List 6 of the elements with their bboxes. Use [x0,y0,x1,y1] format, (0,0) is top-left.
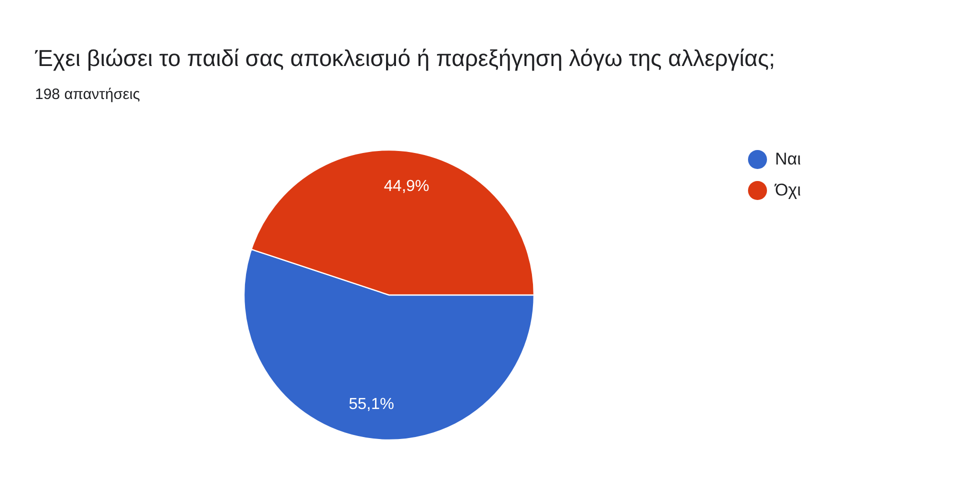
data-label: 44,9% [384,178,430,196]
chart-title: Έχει βιώσει το παιδί σας αποκλεισμό ή παρεξήγηση λόγω της αλλεργίας; [34,45,776,71]
legend-label: Ναι [775,150,802,168]
legend-label: Όχι [774,180,802,200]
data-label: 55,1% [348,396,394,413]
text: 198 απαντήσεις [35,86,140,103]
